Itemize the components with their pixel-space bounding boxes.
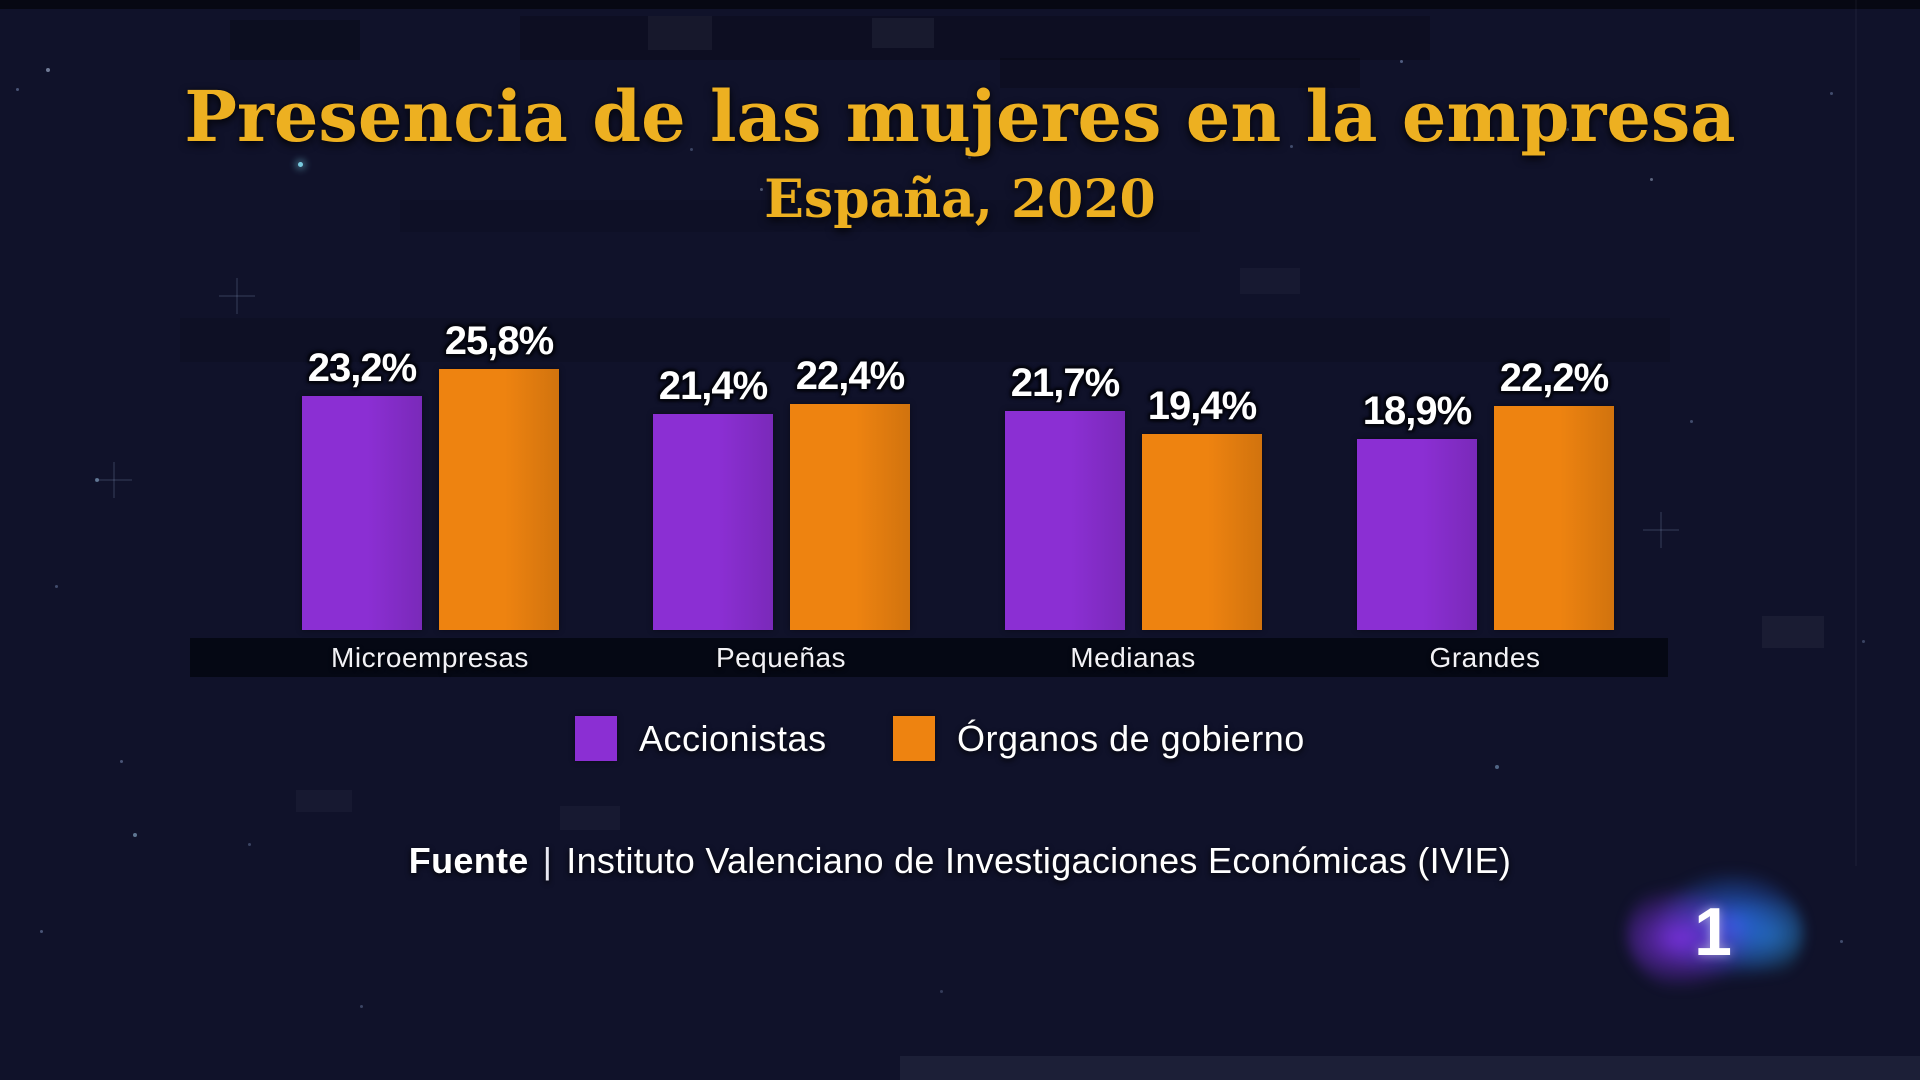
legend-swatch-accionistas [575, 716, 617, 761]
bar-organos-de-gobierno-grandes [1494, 406, 1614, 630]
bar-accionistas-grandes [1357, 439, 1477, 630]
value-label-accionistas-microempresas: 23,2% [307, 346, 417, 390]
channel-logo-number: 1 [1694, 894, 1732, 970]
value-label-accionistas-grandes: 18,9% [1362, 389, 1472, 433]
bar-accionistas-medianas [1005, 411, 1125, 630]
value-label-organos-de-gobierno-medianas: 19,4% [1147, 384, 1257, 428]
legend-label-accionistas: Accionistas [639, 718, 827, 759]
value-label-accionistas-pequenas: 21,4% [658, 364, 768, 408]
value-label-accionistas-medianas: 21,7% [1010, 361, 1120, 405]
category-label-medianas: Medianas [1070, 642, 1196, 673]
category-label-grandes: Grandes [1429, 642, 1541, 673]
legend-swatch-organos-de-gobierno [893, 716, 935, 761]
legend-label-organos-de-gobierno: Órganos de gobierno [957, 718, 1305, 759]
value-label-organos-de-gobierno-grandes: 22,2% [1499, 356, 1609, 400]
value-label-organos-de-gobierno-pequenas: 22,4% [795, 354, 905, 398]
value-label-organos-de-gobierno-microempresas: 25,8% [444, 319, 554, 363]
bar-organos-de-gobierno-medianas [1142, 434, 1262, 630]
category-axis-band [190, 638, 1668, 677]
category-label-microempresas: Microempresas [331, 642, 529, 673]
source-separator: | [542, 840, 553, 881]
category-label-pequenas: Pequeñas [715, 642, 847, 673]
source-line: Fuente | Instituto Valenciano de Investiga… [0, 840, 1920, 882]
chart-subtitle: España, 2020 [764, 169, 1156, 230]
source-prefix: Fuente [408, 840, 529, 881]
bar-accionistas-microempresas [302, 396, 422, 630]
chart-title: Presencia de las mujeres en la empresa [184, 75, 1736, 158]
bar-organos-de-gobierno-pequenas [790, 404, 910, 630]
source-text: Instituto Valenciano de Investigaciones … [566, 840, 1512, 881]
bar-accionistas-pequenas [653, 414, 773, 630]
channel-logo-glow [1626, 866, 1804, 1000]
bar-organos-de-gobierno-microempresas [439, 369, 559, 630]
